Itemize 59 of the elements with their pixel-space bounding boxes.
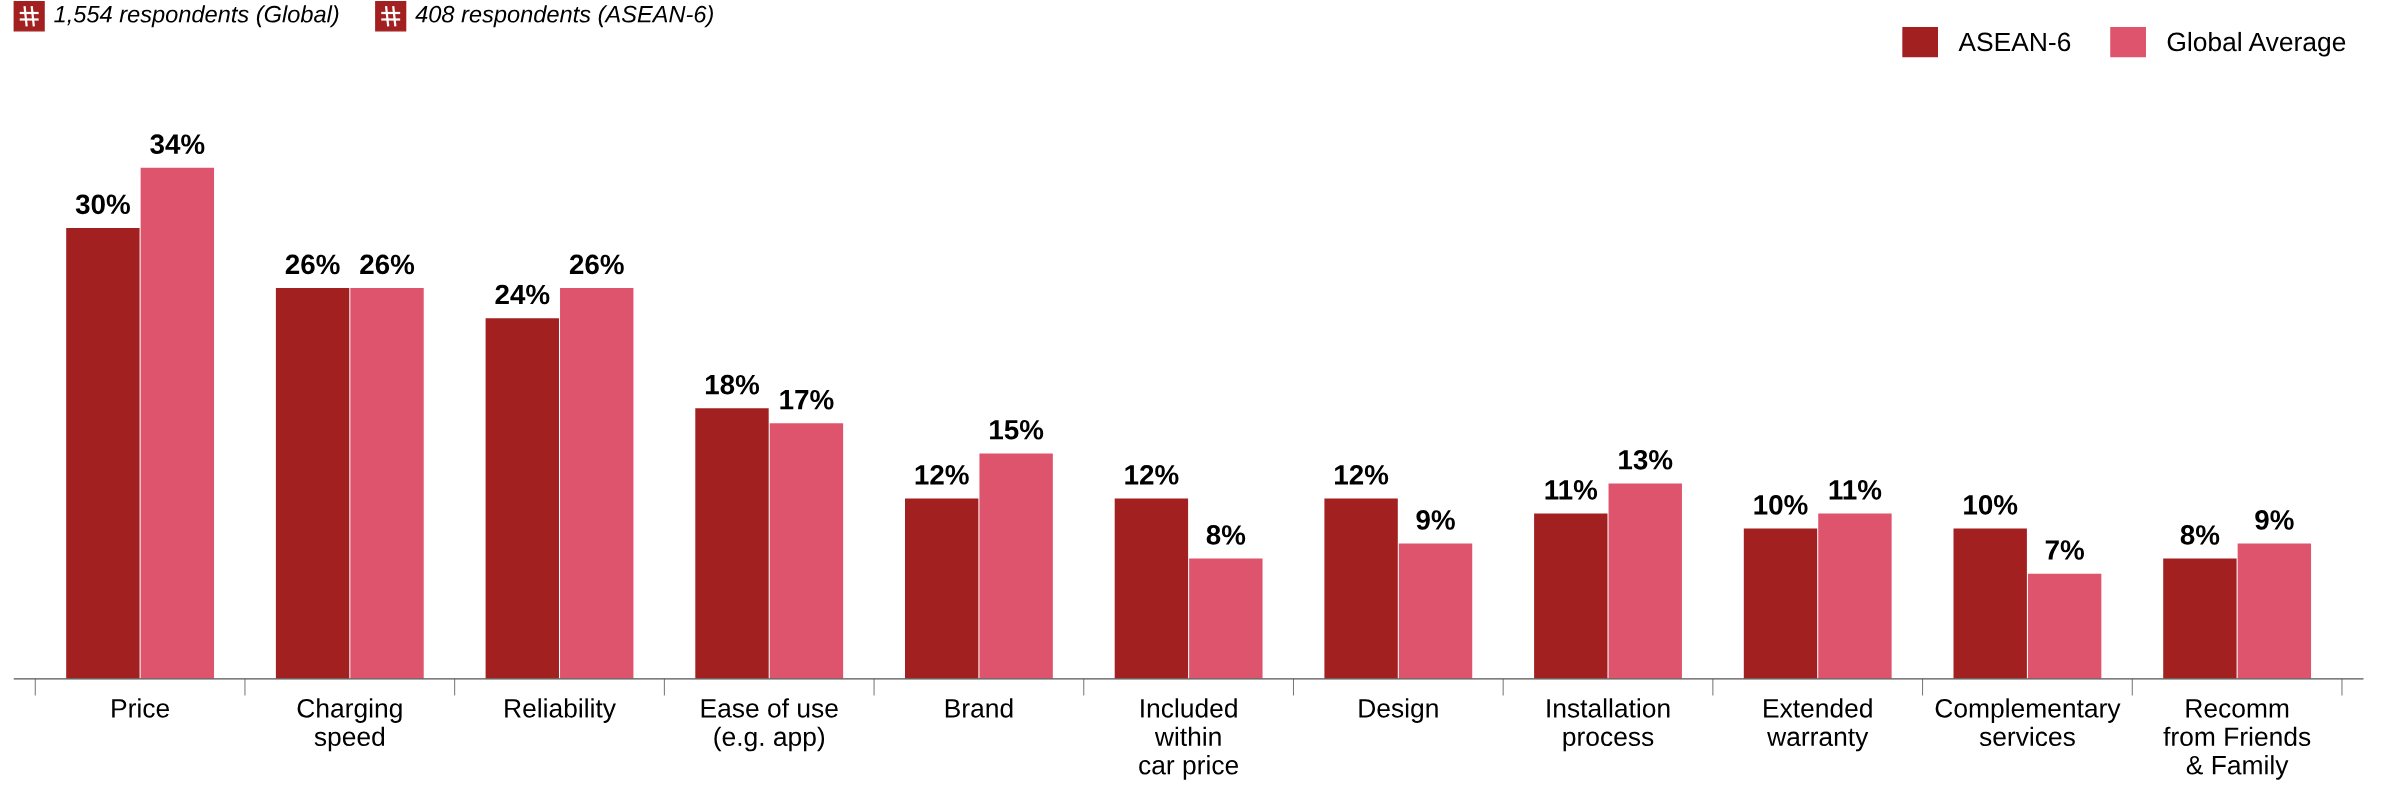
- bar: [2027, 573, 2102, 679]
- bar: [1953, 528, 2027, 679]
- bar: [2163, 558, 2237, 679]
- bar: [1608, 483, 1682, 679]
- bar: [1743, 528, 1818, 679]
- data-label: 17%: [780, 389, 834, 410]
- data-label: 15%: [990, 419, 1044, 440]
- bar: [1189, 558, 1263, 679]
- text: 408 respondents (ASEAN-6): [415, 5, 713, 28]
- data-label: 18%: [705, 374, 760, 395]
- bar: [695, 408, 769, 679]
- bar: [769, 423, 844, 679]
- bar: [1398, 543, 1473, 679]
- data-label: 12%: [1125, 464, 1179, 485]
- legend-label: Global Average: [2167, 31, 2346, 57]
- bar: [905, 498, 979, 679]
- x-tick-label: Design: [1359, 698, 1438, 723]
- bar: [485, 318, 559, 679]
- x-tick-label: Included within car price: [1139, 698, 1239, 780]
- data-label: 34%: [150, 134, 205, 155]
- data-label: 10%: [1964, 495, 2018, 515]
- x-tick-label: Installation process: [1547, 698, 1670, 752]
- data-label: 7%: [2045, 540, 2084, 560]
- x-tick-label: Complementary services: [1935, 698, 2121, 747]
- data-label: 24%: [495, 284, 550, 305]
- data-label: 10%: [1754, 495, 1808, 515]
- data-label: 13%: [1619, 449, 1673, 470]
- data-label: 8%: [2180, 525, 2220, 545]
- bar: [66, 227, 140, 679]
- bar: [560, 288, 634, 679]
- bar: [1818, 513, 1892, 679]
- bar: [1534, 513, 1608, 679]
- x-tick-label: Brand: [945, 698, 1013, 718]
- bar: [1324, 498, 1398, 679]
- data-label: 26%: [360, 254, 415, 275]
- bar: [350, 288, 424, 679]
- x-tick-label: Price: [112, 698, 169, 718]
- x-tick-label: Reliability: [505, 698, 616, 723]
- x-tick-label: Extended warranty: [1764, 698, 1872, 752]
- bar: [979, 453, 1053, 679]
- data-label: 9%: [2255, 510, 2294, 530]
- bar: [2237, 543, 2312, 679]
- bar: [1114, 498, 1189, 679]
- data-label: 26%: [569, 254, 624, 275]
- x-tick-label: Ease of use (e.g. app): [701, 698, 838, 752]
- legend-label: ASEAN-6: [1958, 32, 2071, 52]
- x-tick-label: Charging speed: [297, 698, 402, 752]
- text: 1,554 respondents (Global): [54, 5, 339, 28]
- data-label: 9%: [1416, 510, 1455, 530]
- bar: [140, 167, 215, 679]
- x-tick-label: Recomm from Friends & Family: [2163, 699, 2311, 780]
- data-label: 26%: [285, 254, 340, 275]
- data-label: 12%: [915, 464, 969, 485]
- bar: [275, 288, 350, 679]
- data-label: 30%: [75, 194, 130, 215]
- data-label: 12%: [1335, 464, 1389, 485]
- data-label: 11%: [1829, 480, 1882, 500]
- data-label: 8%: [1206, 525, 1246, 545]
- data-label: 11%: [1545, 480, 1598, 500]
